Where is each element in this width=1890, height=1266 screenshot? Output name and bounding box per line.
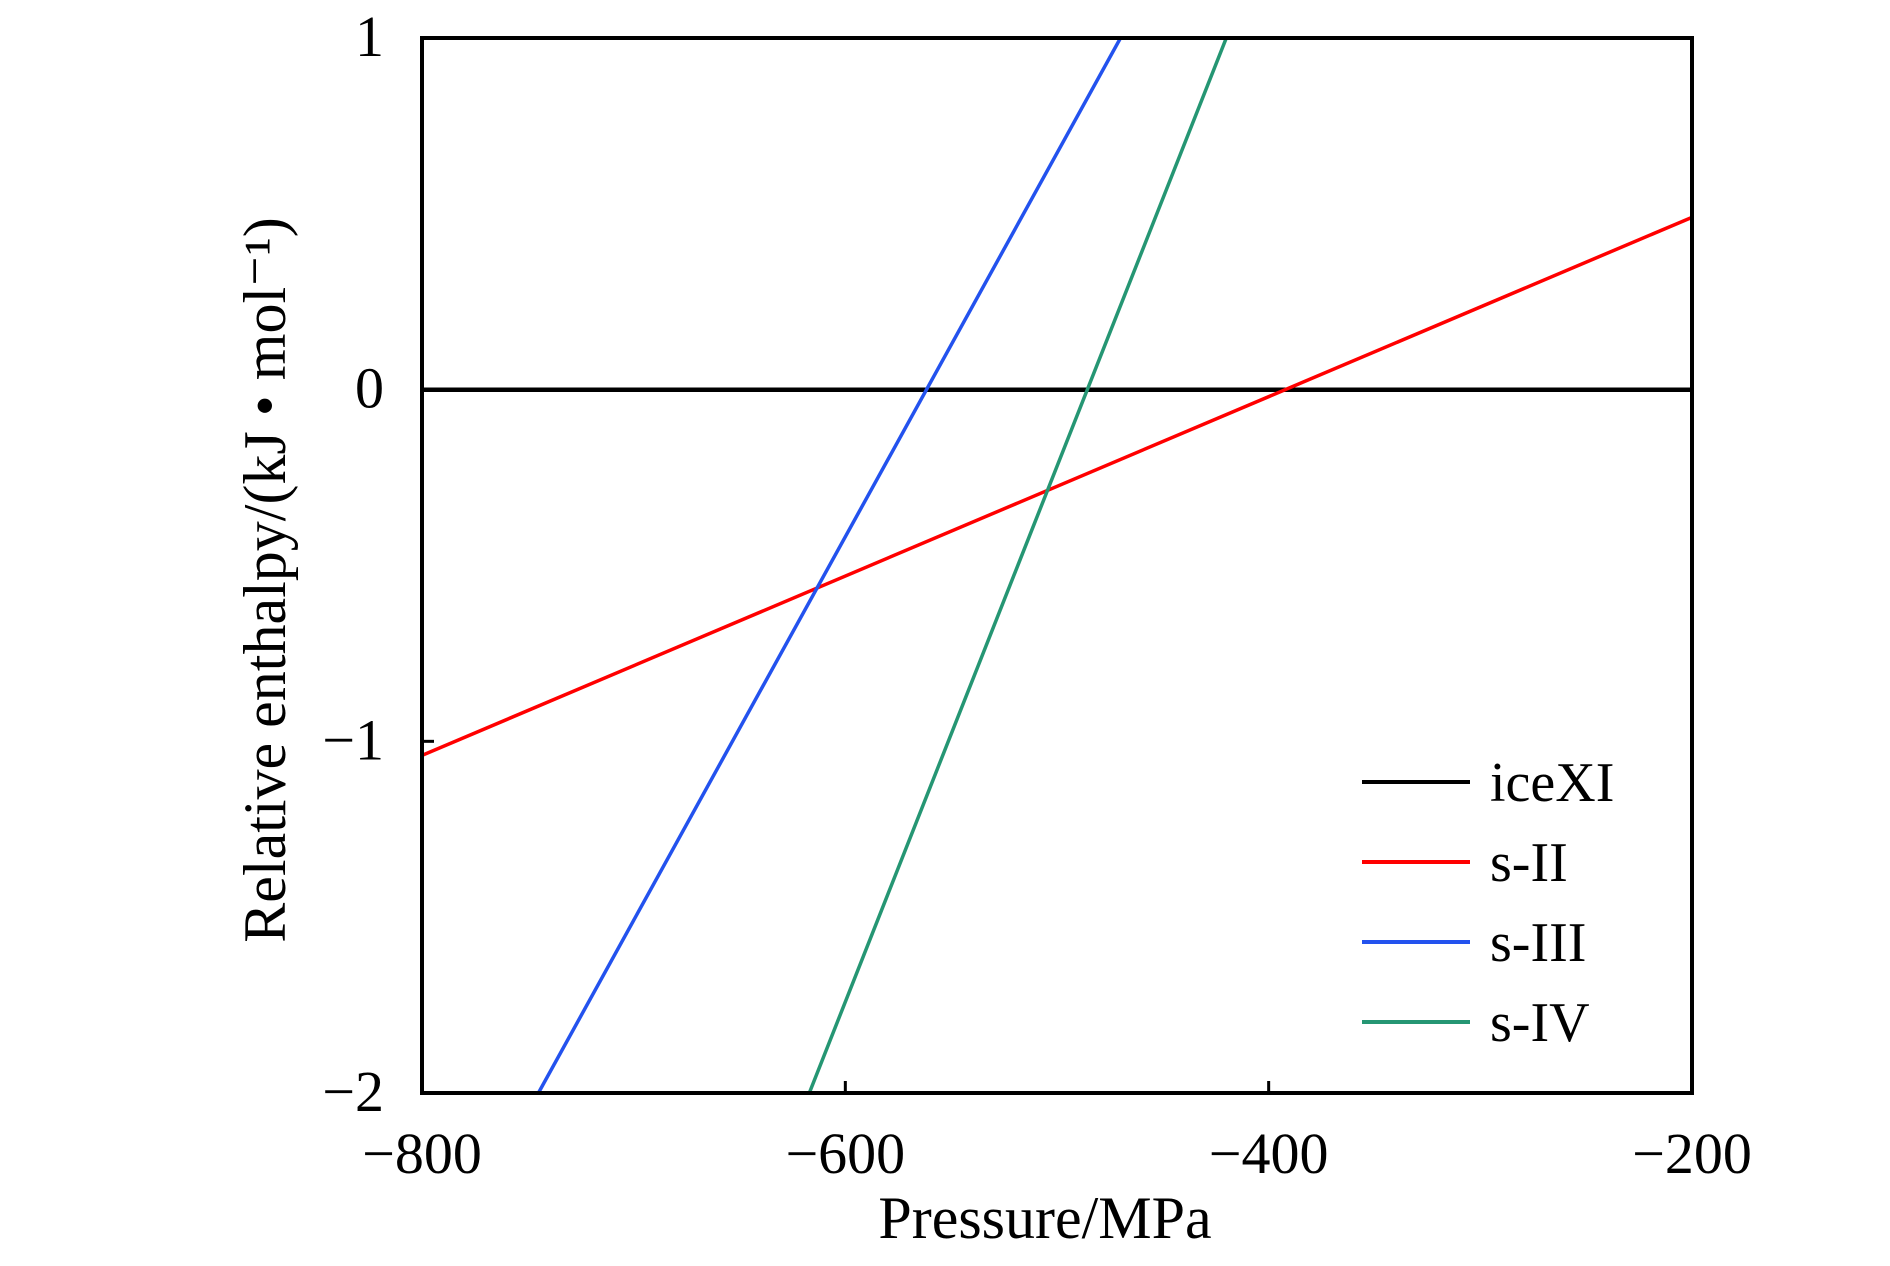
legend: iceXI s-II s-III s-IV [1362, 752, 1614, 1054]
legend-item-icexi: iceXI [1362, 752, 1614, 814]
plot-lines [422, 38, 1692, 1093]
legend-item-s-iv: s-IV [1362, 992, 1590, 1054]
legend-label: s-II [1490, 832, 1568, 894]
y-tick-label: 1 [355, 4, 384, 69]
x-axis-ticks: −800 −600 −400 −200 [362, 1081, 1752, 1186]
y-tick-label: 0 [355, 356, 384, 421]
x-tick-label: −400 [1209, 1121, 1329, 1186]
y-tick-label: −2 [322, 1059, 384, 1124]
series-line-s-iv [807, 38, 1228, 1093]
y-tick-label: −1 [322, 707, 384, 772]
plot-frame [420, 36, 1694, 1095]
series-line-s-ii [422, 215, 1692, 758]
x-tick-label: −800 [362, 1121, 482, 1186]
x-tick-label: −200 [1632, 1121, 1752, 1186]
y-axis-title: Relative enthalpy/(kJ • mol⁻¹) [232, 217, 298, 943]
x-tick-label: −600 [785, 1121, 905, 1186]
legend-label: s-III [1490, 912, 1586, 974]
series-line-s-iii [536, 38, 1123, 1093]
legend-item-s-iii: s-III [1362, 912, 1586, 974]
x-axis-title: Pressure/MPa [878, 1185, 1211, 1251]
legend-label: iceXI [1490, 752, 1614, 814]
y-axis-ticks: 1 0 −1 −2 [322, 4, 434, 1124]
legend-label: s-IV [1490, 992, 1590, 1054]
legend-item-s-ii: s-II [1362, 832, 1568, 894]
